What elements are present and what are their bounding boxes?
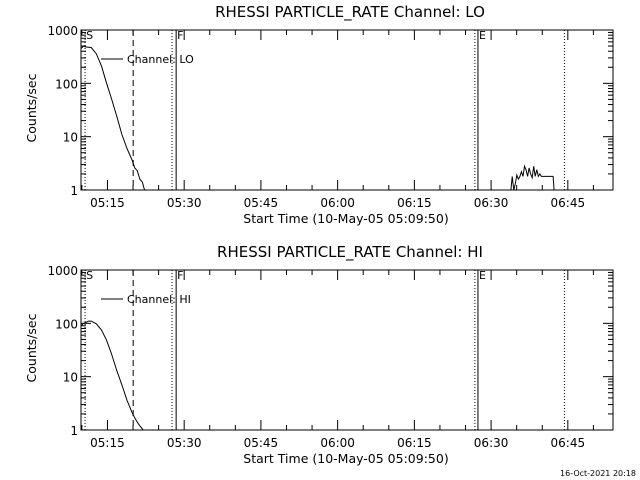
x-axis-label: Start Time (10-May-05 05:09:50) — [243, 211, 448, 226]
x-tick-label: 05:30 — [167, 436, 202, 450]
marker-label: E — [479, 29, 486, 42]
marker-label: F — [177, 29, 183, 42]
y-tick-label: 10 — [63, 131, 78, 145]
x-axis-label: Start Time (10-May-05 05:09:50) — [243, 451, 448, 466]
y-tick-label: 1 — [70, 184, 78, 198]
x-tick-label: 06:15 — [397, 196, 432, 210]
marker-label: S — [86, 29, 93, 42]
panel-hi: RHESSI PARTICLE_RATE Channel: HI Counts/… — [24, 243, 614, 466]
x-tick-label: 06:45 — [551, 436, 586, 450]
y-tick-label: 100 — [55, 317, 78, 331]
plot-frame — [80, 29, 614, 191]
legend-label: Channel: LO — [127, 53, 194, 66]
x-tick-label: 05:45 — [244, 436, 279, 450]
y-tick-label: 1000 — [47, 264, 78, 278]
x-tick-label: 06:00 — [320, 436, 355, 450]
x-tick-label: 06:15 — [397, 436, 432, 450]
x-tick-label: 05:30 — [167, 196, 202, 210]
chart-title: RHESSI PARTICLE_RATE Channel: LO — [215, 3, 485, 22]
y-tick-label: 10 — [63, 371, 78, 385]
y-tick-label: 1000 — [47, 24, 78, 38]
marker-label: F — [177, 269, 183, 282]
plot-frame — [80, 269, 614, 431]
x-tick-label: 05:15 — [90, 196, 125, 210]
y-tick-label: 1 — [70, 424, 78, 438]
chart-title: RHESSI PARTICLE_RATE Channel: HI — [217, 243, 483, 262]
series-line — [510, 164, 555, 190]
x-tick-label: 06:45 — [551, 196, 586, 210]
series-line — [81, 320, 144, 430]
legend-label: Channel: HI — [127, 293, 191, 306]
panel-lo: RHESSI PARTICLE_RATE Channel: LO Counts/… — [24, 3, 614, 226]
x-tick-label: 06:30 — [474, 196, 509, 210]
footer-timestamp: 16-Oct-2021 20:18 — [560, 469, 636, 478]
x-tick-label: 06:00 — [320, 196, 355, 210]
y-axis-label: Counts/sec — [24, 73, 39, 142]
x-tick-label: 05:45 — [244, 196, 279, 210]
series-line — [81, 45, 146, 190]
y-tick-label: 100 — [55, 77, 78, 91]
marker-label: E — [479, 269, 486, 282]
marker-label: S — [86, 269, 93, 282]
y-axis-label: Counts/sec — [24, 313, 39, 382]
x-tick-label: 06:30 — [474, 436, 509, 450]
x-tick-label: 05:15 — [90, 436, 125, 450]
